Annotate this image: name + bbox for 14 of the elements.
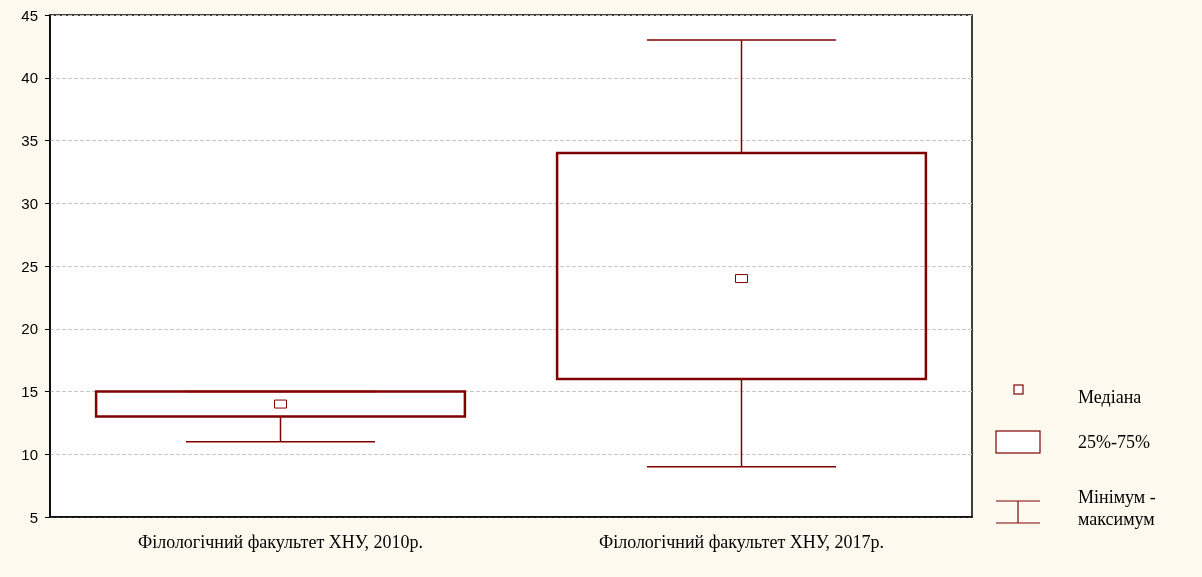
y-tick-label: 20 (21, 320, 38, 338)
y-tick-label: 5 (29, 508, 38, 526)
x-tick-label: Філологічний факультет ХНУ, 2010р. (137, 532, 424, 552)
y-tick-label: 45 (21, 6, 38, 24)
y-tick-label: 25 (21, 257, 38, 275)
y-tick-label: 15 (21, 383, 38, 400)
text: Мінімум - максимум (1078, 486, 1157, 530)
y-tick-label: 35 (21, 132, 38, 149)
text: Медіана (1078, 386, 1143, 408)
y-tick-label: 30 (21, 194, 38, 212)
x-tick-label: Філологічний факультет ХНУ, 2017р. (598, 532, 885, 552)
text: 25%-75% (1078, 431, 1151, 453)
y-tick-label: 40 (21, 69, 38, 87)
y-tick-label: 10 (21, 445, 38, 463)
